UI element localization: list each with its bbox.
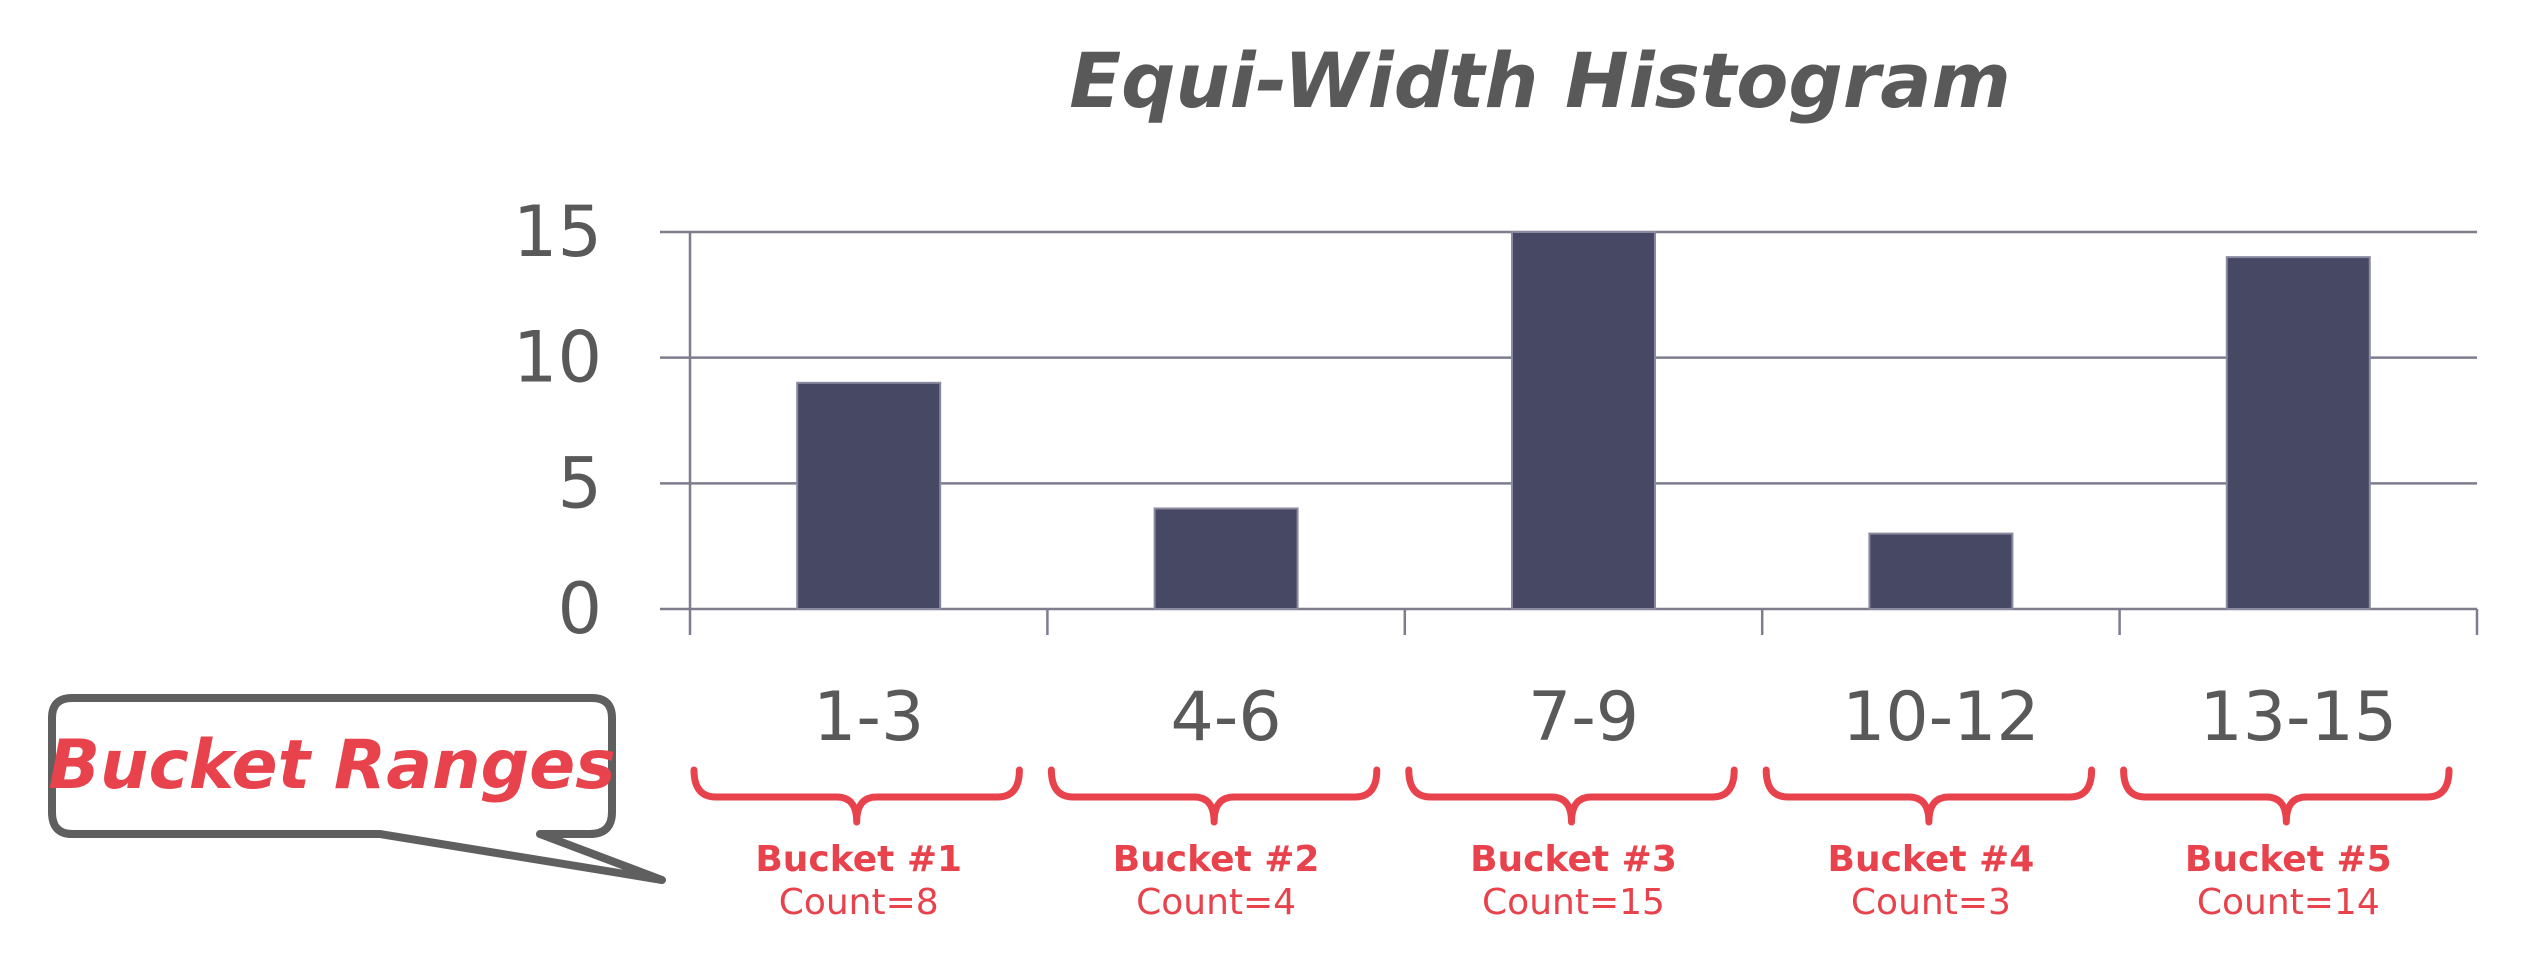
bucket-count: Count=14	[2197, 882, 2380, 923]
x-tick-label: 10-12	[1842, 678, 2040, 757]
callout-label: Bucket Ranges	[48, 726, 616, 805]
bucket-name: Bucket #4	[1828, 839, 2035, 880]
histogram-bar	[2225, 256, 2371, 610]
y-tick-label: 5	[557, 442, 602, 524]
bucket-brace	[1047, 766, 1381, 826]
x-tick-label: 1-3	[813, 678, 924, 757]
chart-title: Equi-Width Histogram	[1069, 36, 2011, 125]
bucket-name: Bucket #5	[2185, 839, 2392, 880]
bucket-name: Bucket #3	[1470, 839, 1677, 880]
bucket-count: Count=15	[1482, 882, 1665, 923]
y-tick-label: 0	[557, 568, 602, 650]
histogram-bar	[1511, 231, 1656, 610]
histogram-bar	[796, 381, 942, 610]
histogram-bar	[1868, 532, 2014, 610]
bucket-brace	[690, 766, 1023, 826]
bucket-count: Count=8	[779, 882, 939, 923]
y-tick-label: 10	[513, 317, 602, 399]
bucket-brace	[1762, 766, 2096, 826]
bucket-count: Count=3	[1851, 882, 2011, 923]
x-tick-label: 7-9	[1528, 678, 1639, 757]
x-tick-label: 13-15	[2200, 678, 2398, 757]
bucket-count: Count=4	[1136, 882, 1296, 923]
bucket-name: Bucket #2	[1113, 839, 1320, 880]
callout-bubble	[48, 694, 666, 884]
bucket-brace	[2120, 766, 2453, 826]
y-tick-label: 15	[513, 191, 602, 273]
x-tick-label: 4-6	[1171, 678, 1282, 757]
bucket-name: Bucket #1	[755, 839, 962, 880]
bucket-brace	[1405, 766, 1738, 826]
histogram-bar	[1153, 507, 1299, 611]
